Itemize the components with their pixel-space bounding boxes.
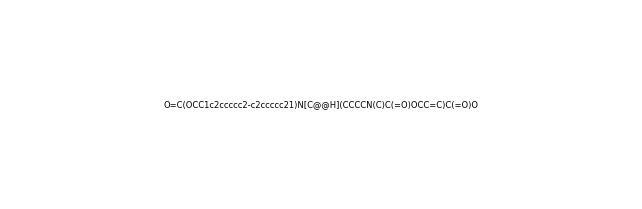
Text: O=C(OCC1c2ccccc2-c2ccccc21)N[C@@H](CCCCN(C)C(=O)OCC=C)C(=O)O: O=C(OCC1c2ccccc2-c2ccccc21)N[C@@H](CCCCN… (164, 100, 478, 109)
